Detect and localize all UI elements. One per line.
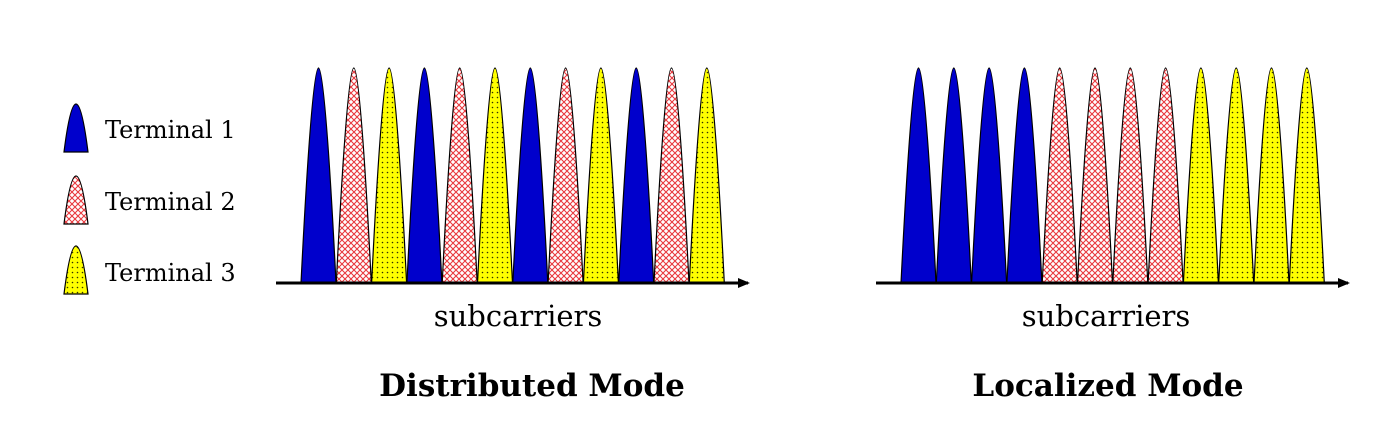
localized-mode-panel: subcarriers Localized Mode (876, 67, 1350, 404)
localized-subcarrier-5-terminal-2 (1041, 67, 1078, 284)
legend: Terminal 1 Terminal 2 Terminal 3 (63, 103, 236, 295)
localized-mode-title: Localized Mode (972, 368, 1243, 404)
distributed-subcarrier-peaks (300, 67, 725, 284)
distributed-subcarrier-7-terminal-1 (512, 67, 549, 284)
distributed-subcarrier-11-terminal-2 (653, 67, 690, 284)
localized-subcarrier-3-terminal-1 (970, 67, 1008, 284)
distributed-subcarrier-5-terminal-2 (441, 67, 478, 284)
legend-label-terminal-2: Terminal 2 (105, 188, 236, 216)
distributed-subcarrier-10-terminal-1 (618, 67, 655, 284)
distributed-subcarrier-9-terminal-3 (582, 67, 620, 284)
distributed-subcarrier-1-terminal-1 (300, 67, 337, 284)
distributed-subcarrier-4-terminal-1 (406, 67, 443, 284)
localized-subcarrier-12-terminal-3 (1288, 67, 1325, 284)
distributed-subcarrier-6-terminal-3 (476, 67, 514, 284)
localized-subcarrier-10-terminal-3 (1218, 67, 1255, 284)
terminal-3-swatch (63, 245, 89, 295)
distributed-subcarrier-12-terminal-3 (688, 67, 725, 284)
distributed-subcarrier-8-terminal-2 (547, 67, 584, 284)
distributed-axis-label: subcarriers (434, 299, 603, 333)
localized-subcarrier-11-terminal-3 (1253, 67, 1290, 284)
distributed-mode-title: Distributed Mode (379, 368, 685, 404)
localized-subcarrier-peaks (900, 67, 1325, 284)
localized-subcarrier-9-terminal-3 (1182, 67, 1220, 284)
legend-label-terminal-3: Terminal 3 (105, 259, 236, 287)
legend-item-terminal-1: Terminal 1 (63, 103, 236, 153)
legend-item-terminal-3: Terminal 3 (63, 245, 236, 295)
localized-subcarrier-7-terminal-2 (1112, 67, 1149, 284)
localized-subcarrier-4-terminal-1 (1006, 67, 1043, 284)
terminal-2-swatch (63, 175, 89, 225)
distributed-subcarrier-2-terminal-2 (335, 67, 372, 284)
distributed-mode-panel: subcarriers Distributed Mode (276, 67, 750, 404)
localized-subcarrier-2-terminal-1 (935, 67, 972, 284)
localized-subcarrier-6-terminal-2 (1076, 67, 1114, 284)
legend-item-terminal-2: Terminal 2 (63, 175, 236, 225)
localized-subcarrier-8-terminal-2 (1147, 67, 1184, 284)
localized-subcarrier-1-terminal-1 (900, 67, 937, 284)
localized-axis-label: subcarriers (1022, 299, 1191, 333)
terminal-1-swatch (63, 103, 89, 153)
distributed-subcarrier-3-terminal-3 (370, 67, 408, 284)
legend-label-terminal-1: Terminal 1 (105, 116, 236, 144)
